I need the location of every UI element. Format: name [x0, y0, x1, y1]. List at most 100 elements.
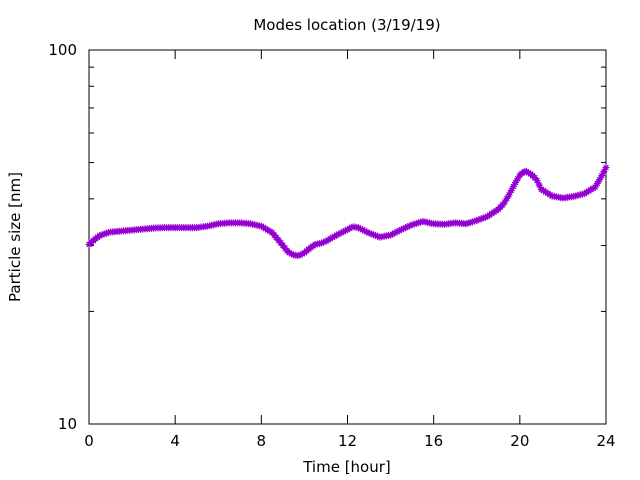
- data-point-marker: [298, 250, 306, 258]
- data-point-marker: [471, 217, 479, 225]
- data-point-marker: [318, 239, 326, 247]
- data-point-marker: [341, 227, 349, 235]
- data-point-marker: [391, 229, 399, 237]
- data-point-marker: [331, 232, 339, 240]
- data-point-marker: [333, 231, 341, 239]
- axis-ticks: [88, 49, 607, 425]
- data-point-marker: [501, 198, 509, 206]
- data-point-marker: [395, 227, 403, 235]
- data-point-marker: [328, 234, 336, 242]
- data-point-marker: [315, 240, 323, 248]
- data-point-marker: [266, 227, 274, 235]
- data-point-marker: [322, 237, 330, 245]
- data-point-marker: [410, 220, 418, 228]
- data-point-marker: [326, 235, 334, 243]
- data-point-marker: [524, 169, 532, 177]
- data-point-marker: [285, 249, 293, 257]
- data-point-marker: [337, 229, 345, 237]
- data-point-marker: [369, 231, 377, 239]
- data-point-marker: [259, 223, 267, 231]
- chart-title: Modes location (3/19/19): [253, 16, 440, 34]
- data-point-marker: [503, 194, 511, 202]
- data-point-marker: [359, 226, 367, 234]
- data-point-marker: [365, 229, 373, 237]
- data-point-marker: [507, 187, 515, 195]
- data-point-marker: [509, 182, 517, 190]
- data-point-marker: [535, 181, 543, 189]
- x-axis-label: Time [hour]: [302, 458, 391, 476]
- data-point-marker: [320, 238, 328, 246]
- data-point-marker: [287, 250, 295, 258]
- data-point-marker: [600, 168, 608, 176]
- x-tick-label: 24: [596, 432, 615, 450]
- data-point-marker: [602, 164, 610, 172]
- plot-frame: [88, 49, 607, 425]
- x-tick-label: 0: [84, 432, 94, 450]
- data-point-marker: [344, 226, 351, 234]
- data-point-marker: [98, 231, 106, 239]
- data-point-marker: [466, 218, 474, 226]
- data-point-marker: [346, 224, 354, 232]
- data-point-marker: [408, 221, 416, 229]
- data-point-marker: [596, 176, 604, 184]
- data-point-marker: [397, 226, 405, 234]
- data-point-marker: [531, 174, 539, 182]
- data-point-marker: [587, 186, 595, 194]
- data-point-marker: [473, 217, 481, 225]
- data-point-marker: [598, 172, 606, 180]
- data-point-marker: [481, 213, 489, 221]
- data-point-marker: [406, 222, 414, 230]
- data-point-marker: [499, 201, 507, 209]
- data-point-marker: [363, 228, 371, 236]
- data-point-marker: [589, 184, 597, 192]
- data-point-marker: [393, 228, 401, 236]
- data-point-marker: [354, 224, 362, 232]
- series-line: [87, 166, 608, 258]
- x-tick-label: 8: [257, 432, 267, 450]
- data-point-marker: [514, 175, 522, 183]
- data-point-marker: [591, 183, 599, 191]
- data-point-marker: [415, 219, 423, 227]
- data-point-marker: [479, 214, 487, 222]
- data-point-marker: [417, 218, 425, 226]
- data-point-marker: [464, 219, 472, 227]
- data-point-marker: [387, 231, 395, 239]
- y-tick-label: 10: [58, 415, 77, 433]
- data-point-marker: [404, 223, 412, 231]
- x-tick-label: 4: [170, 432, 180, 450]
- data-point-marker: [374, 232, 382, 240]
- data-point-marker: [324, 236, 332, 244]
- data-point-marker: [335, 230, 343, 238]
- data-point-marker: [356, 225, 364, 233]
- data-point-marker: [522, 168, 530, 176]
- data-point-marker: [102, 229, 110, 237]
- data-point-marker: [367, 230, 375, 238]
- x-tick-label: 20: [510, 432, 529, 450]
- data-point-marker: [96, 232, 104, 240]
- data-point-marker: [412, 219, 420, 227]
- data-point-marker: [468, 218, 476, 226]
- data-point-marker: [361, 227, 369, 235]
- data-point-marker: [533, 177, 541, 185]
- data-point-marker: [475, 216, 483, 224]
- data-point-marker: [400, 225, 408, 233]
- x-tick-label: 16: [424, 432, 443, 450]
- data-point-marker: [372, 231, 380, 239]
- data-point-marker: [477, 215, 485, 223]
- tick-labels: 0 4 8 12 16 20 24 10 100: [48, 41, 615, 450]
- data-point-marker: [462, 220, 470, 228]
- data-point-marker: [264, 226, 272, 234]
- data-point-marker: [505, 191, 513, 199]
- x-tick-label: 12: [338, 432, 357, 450]
- data-point-marker: [100, 230, 108, 238]
- y-tick-label: 100: [48, 41, 77, 59]
- data-point-marker: [262, 225, 270, 233]
- data-point-marker: [296, 251, 304, 259]
- data-point-marker: [389, 230, 397, 238]
- data-point-marker: [402, 224, 410, 232]
- y-axis-label: Particle size [nm]: [6, 172, 24, 302]
- data-point-marker: [339, 228, 347, 236]
- data-point-marker: [512, 179, 520, 187]
- data-point-marker: [593, 179, 601, 187]
